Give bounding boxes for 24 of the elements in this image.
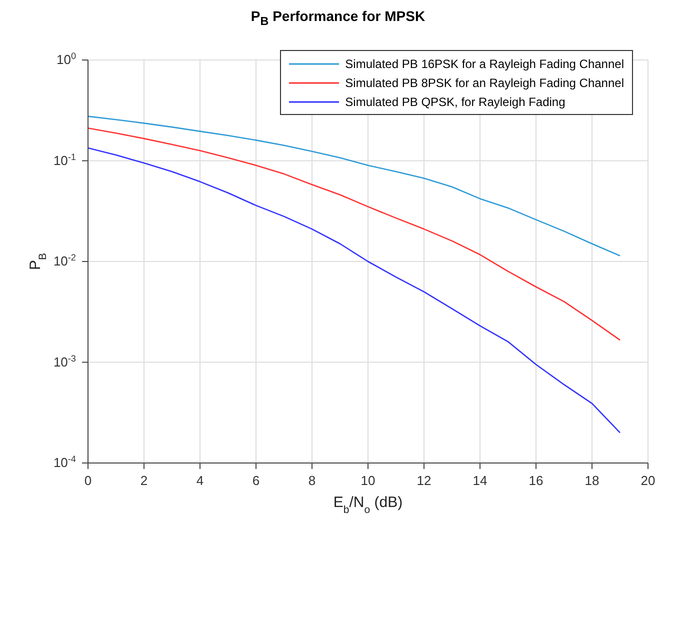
x-tick-label: 4 <box>196 473 204 488</box>
legend-label: Simulated PB 16PSK for a Rayleigh Fading Channel <box>345 56 624 70</box>
x-tick-label: 18 <box>584 473 600 488</box>
legend-label: Simulated PB QPSK, for Rayleigh Fading <box>345 94 566 108</box>
chart-title: P$_{B}$ Performance for MPSK <box>250 8 426 28</box>
legend-label: Simulated PB 8PSK for an Rayleigh Fading Channel <box>345 76 624 90</box>
x-tick-label: 2 <box>140 473 148 488</box>
y-tick-label: 10$^{-4}$ <box>53 454 76 470</box>
y-tick-label: 10$^{-2}$ <box>53 252 76 268</box>
x-tick-label: 16 <box>528 473 544 488</box>
x-tick-label: 6 <box>252 473 260 488</box>
y-tick-label: 10$^{-3}$ <box>53 353 76 370</box>
line-series <box>88 116 621 256</box>
x-tick-label: 14 <box>472 473 488 488</box>
x-tick-label: 0 <box>84 473 92 488</box>
x-tick-label: 10 <box>360 473 376 488</box>
x-tick-label: 20 <box>640 473 656 488</box>
line-series <box>88 127 621 341</box>
y-tick-label: 10$^{-1}$ <box>53 152 76 168</box>
x-tick-label: 8 <box>308 473 316 488</box>
x-axis-title: E$_{b}$/N$_{o}$ (dB) <box>333 494 403 516</box>
y-tick-label: 10$^{0}$ <box>56 51 76 67</box>
x-tick-label: 12 <box>416 473 432 488</box>
line-series <box>88 147 621 434</box>
